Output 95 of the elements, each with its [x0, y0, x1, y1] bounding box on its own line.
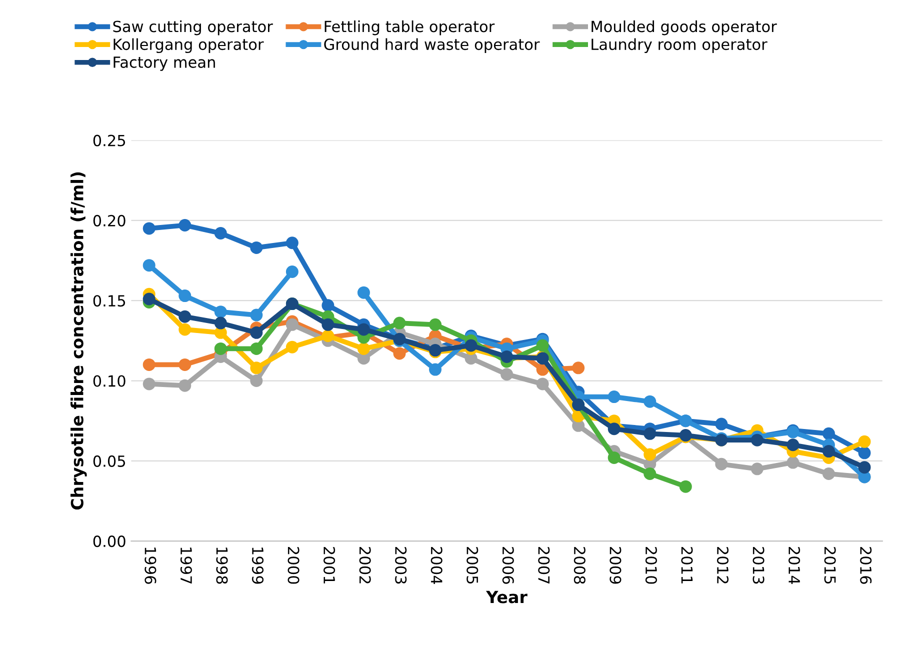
- x-tick-label: 2009: [610, 547, 622, 584]
- x-tick-label: 2012: [716, 547, 729, 584]
- x-tick-label: 2001: [324, 547, 336, 584]
- point: [536, 339, 549, 352]
- legend-label: Moulded goods operator: [592, 20, 777, 36]
- point: [286, 236, 298, 250]
- point: [214, 306, 227, 318]
- x-tick-label: 2004: [430, 547, 442, 584]
- legend-label: Kollergang operator: [114, 38, 264, 54]
- point: [286, 265, 298, 278]
- point: [214, 316, 227, 330]
- point: [500, 368, 514, 381]
- x-tick-label: 1997: [180, 548, 192, 584]
- point: [822, 445, 835, 458]
- point: [393, 347, 406, 360]
- point: [429, 318, 442, 331]
- point: [858, 435, 871, 448]
- point: [250, 362, 263, 374]
- point: [715, 458, 728, 470]
- legend-label: Factory mean: [114, 56, 215, 71]
- point: [178, 290, 192, 302]
- x-tick-label: 1998: [216, 548, 228, 584]
- y-tick-label: 0.05: [93, 455, 126, 467]
- point: [357, 286, 370, 299]
- y-axis-title: Chrysotile fibre concentration (f/ml): [70, 172, 87, 510]
- x-tick-label: 2013: [752, 547, 764, 584]
- point: [715, 418, 728, 430]
- point: [644, 395, 656, 408]
- point: [286, 340, 298, 354]
- x-tick-label: 1999: [252, 548, 264, 584]
- point: [322, 318, 334, 331]
- x-tick-label: 1996: [144, 548, 156, 584]
- legend-label: Saw cutting operator: [113, 20, 273, 36]
- point: [608, 422, 620, 436]
- y-tick-label: 0.15: [93, 295, 126, 307]
- point: [214, 227, 227, 240]
- point: [250, 374, 263, 388]
- point: [250, 308, 263, 322]
- point: [178, 310, 192, 323]
- point: [142, 292, 156, 306]
- point: [608, 451, 620, 464]
- point: [822, 467, 835, 480]
- point: [536, 378, 549, 390]
- legend-label: Laundry room operator: [592, 38, 768, 54]
- point: [322, 299, 334, 312]
- x-tick-label: 2008: [574, 547, 586, 584]
- x-tick-label: 2000: [288, 547, 300, 584]
- point: [786, 438, 800, 452]
- point: [142, 378, 156, 390]
- point: [750, 434, 764, 446]
- point: [750, 462, 764, 476]
- point: [822, 427, 835, 440]
- point: [357, 323, 370, 336]
- legend-label: Fettling table operator: [324, 20, 495, 36]
- point: [429, 363, 442, 376]
- point: [178, 323, 192, 336]
- point: [286, 318, 298, 331]
- x-axis-title: Year: [486, 590, 528, 604]
- point: [393, 316, 406, 330]
- point: [644, 427, 656, 440]
- point: [357, 342, 370, 355]
- point: [644, 467, 656, 480]
- x-tick-label: 2007: [538, 547, 550, 584]
- point: [142, 259, 156, 272]
- point: [142, 222, 156, 235]
- point: [858, 446, 871, 460]
- x-tick-label: 2016: [860, 547, 872, 584]
- y-tick-label: 0.00: [93, 536, 126, 548]
- point: [464, 339, 478, 352]
- point: [250, 326, 263, 339]
- x-tick-label: 2014: [788, 547, 800, 584]
- y-tick-label: 0.20: [93, 214, 126, 226]
- point: [858, 461, 871, 474]
- x-tick-label: 2003: [395, 547, 407, 584]
- point: [178, 219, 192, 232]
- x-tick-label: 2005: [466, 547, 478, 584]
- point: [178, 358, 192, 371]
- point: [644, 448, 656, 461]
- point: [250, 241, 263, 254]
- point: [178, 379, 192, 392]
- x-tick-label: 2006: [502, 547, 514, 584]
- y-tick-label: 0.25: [93, 134, 126, 146]
- x-tick-label: 2002: [359, 547, 371, 584]
- y-tick-label: 0.10: [93, 375, 126, 387]
- point: [786, 456, 800, 469]
- point: [572, 362, 585, 374]
- x-tick-label: 2010: [645, 547, 657, 584]
- x-tick-label: 2011: [681, 547, 693, 584]
- point: [679, 480, 692, 493]
- point: [214, 342, 227, 355]
- x-tick-label: 2015: [824, 547, 836, 584]
- point: [142, 358, 156, 371]
- legend-label: Ground hard waste operator: [324, 38, 540, 54]
- point: [608, 390, 620, 404]
- point: [250, 342, 263, 355]
